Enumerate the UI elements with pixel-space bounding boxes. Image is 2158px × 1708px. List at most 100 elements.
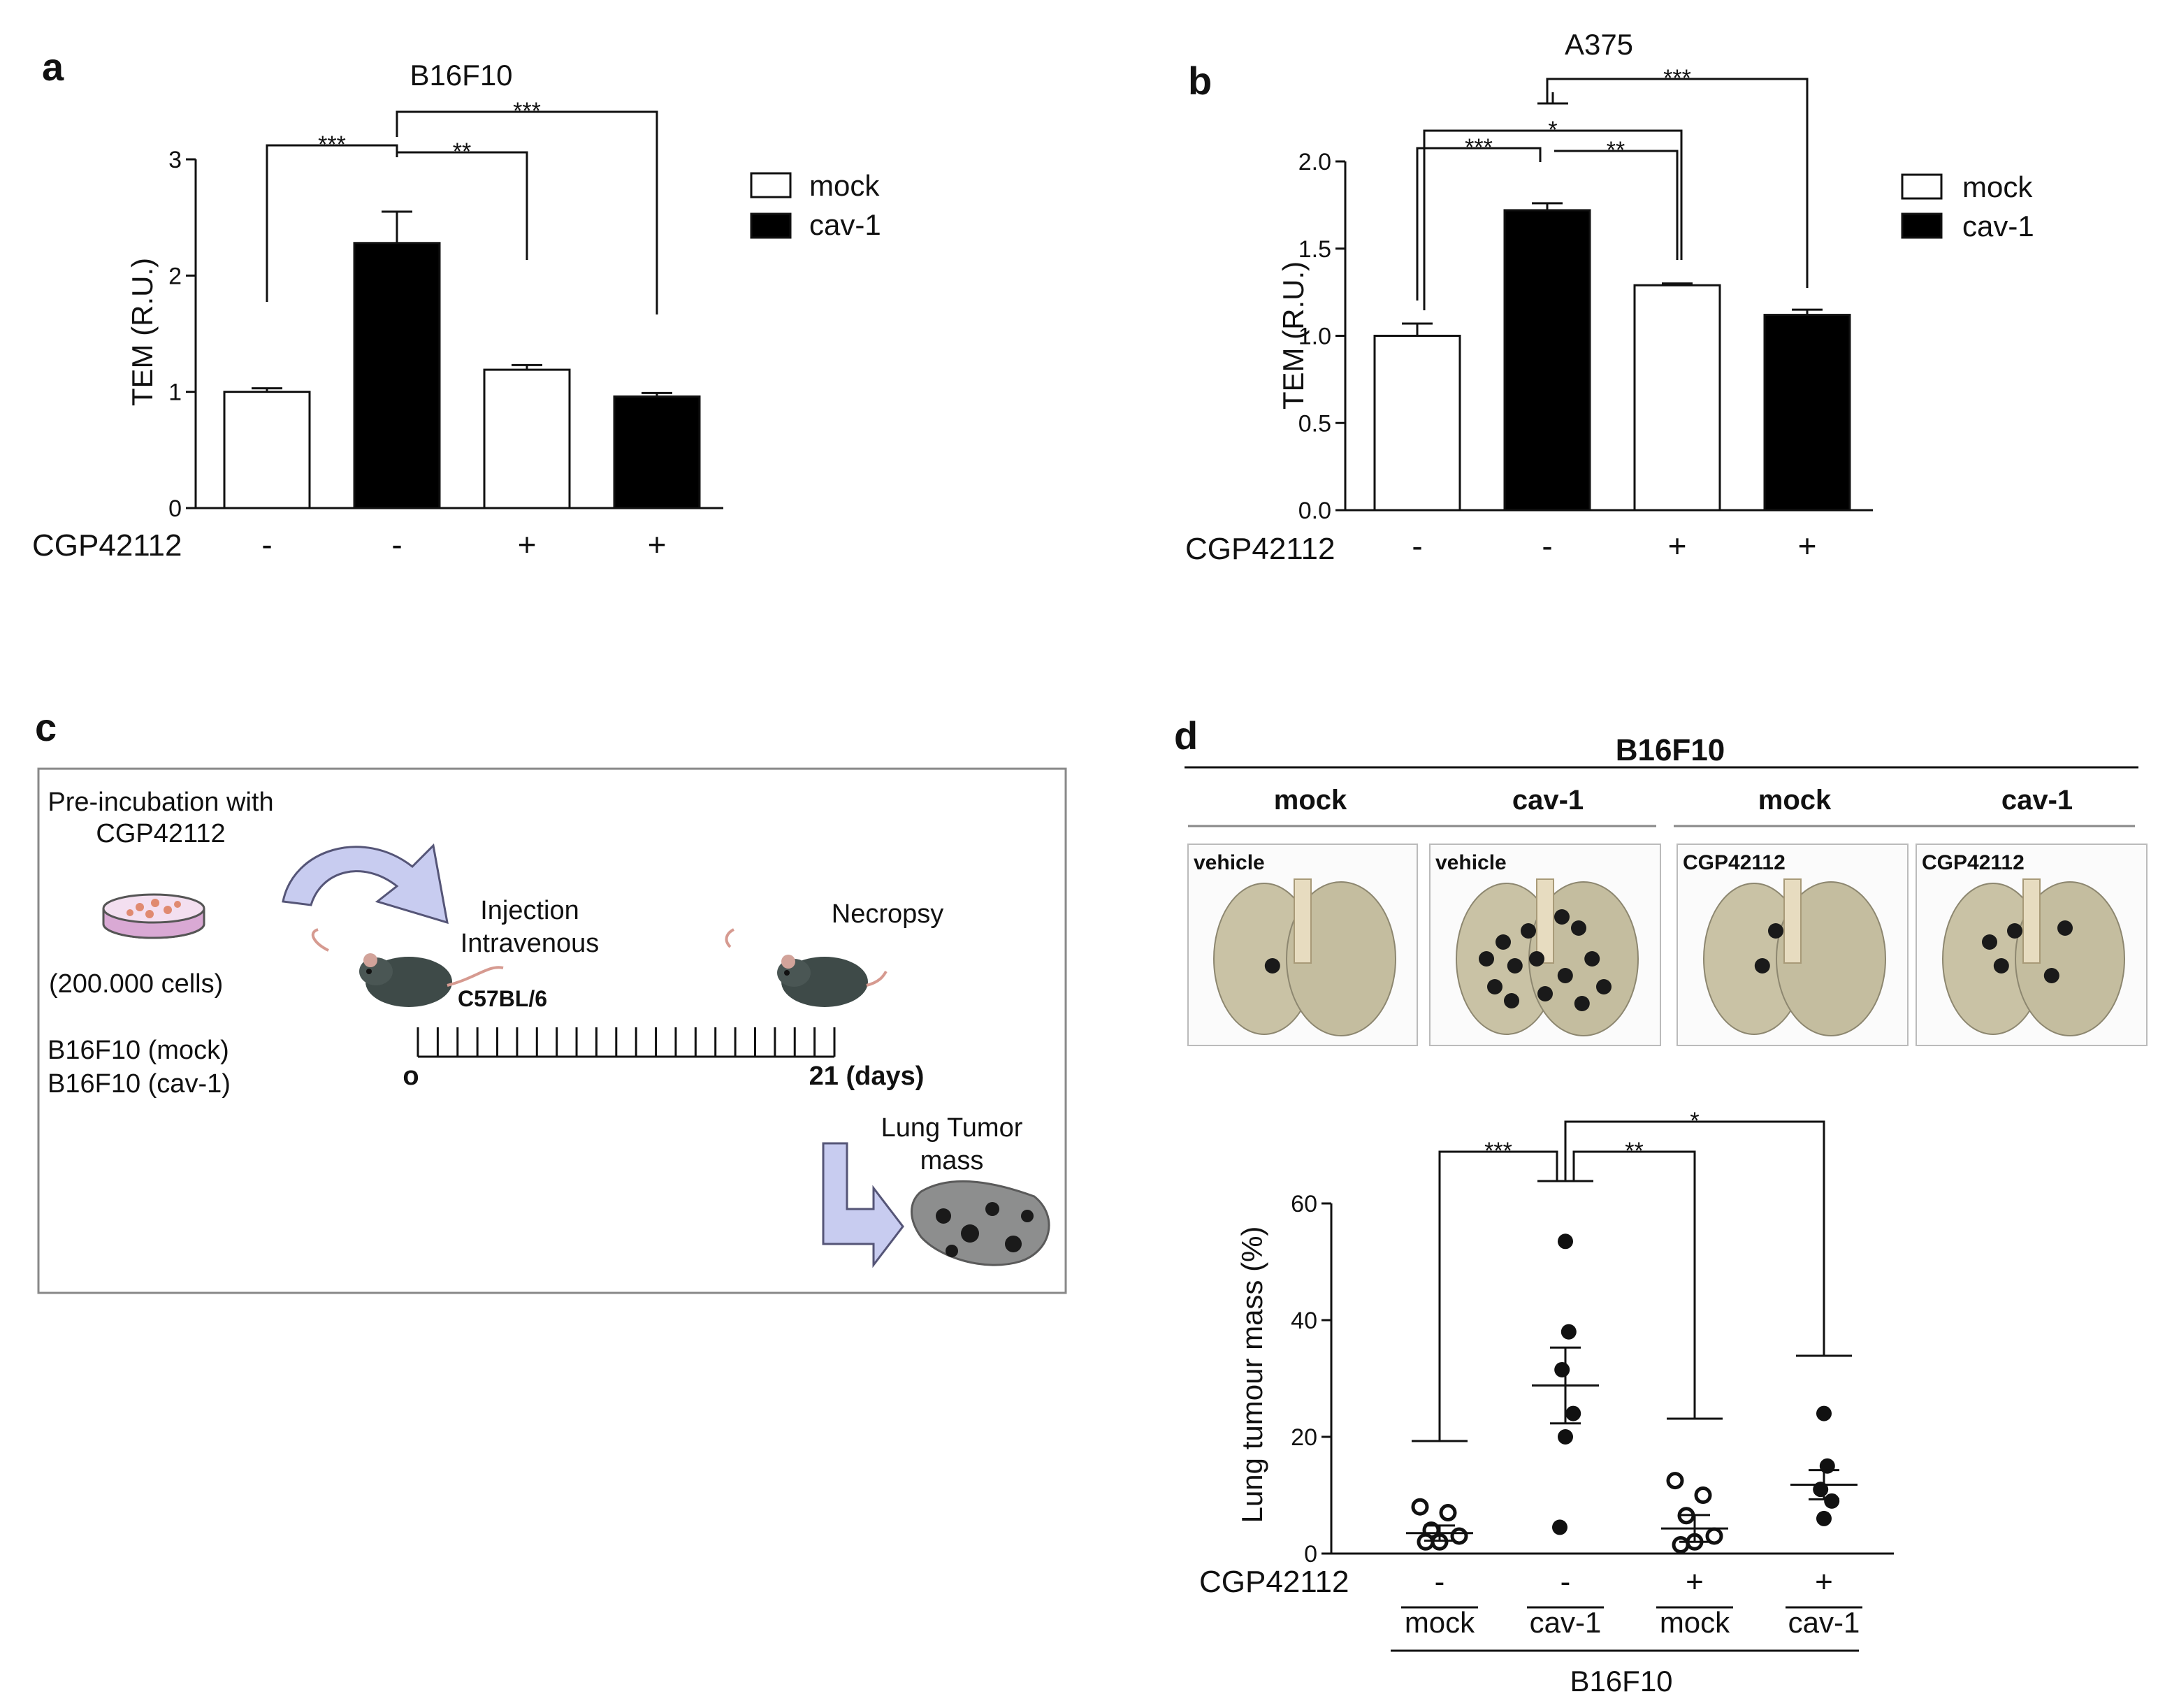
cell-count: (200.000 cells) xyxy=(49,969,223,999)
necropsy-label: Necropsy xyxy=(832,899,944,929)
bar-cav-1 xyxy=(1503,209,1591,512)
legend-a: mock cav-1 xyxy=(750,169,881,241)
cell-line-mock: B16F10 (mock) xyxy=(48,1036,229,1065)
legend-a-mock-swatch xyxy=(750,172,792,198)
metastasis-spot xyxy=(1496,934,1511,950)
metastasis-spot xyxy=(1507,958,1523,974)
panel-c-frame xyxy=(37,767,1067,1294)
legend-b-cav-swatch xyxy=(1901,212,1943,239)
lung-photo-row: vehicle vehicle CGP42112 CGP42112 xyxy=(1187,844,2148,1046)
error-bar xyxy=(1532,202,1563,210)
bar-mock xyxy=(223,391,311,509)
treatment-mark: + xyxy=(1798,528,1817,564)
lung-right-lobe xyxy=(2015,881,2125,1036)
mean-sem-bar xyxy=(1406,1524,1473,1542)
curved-arrow-icon xyxy=(282,843,449,925)
bar-cav-1 xyxy=(353,242,441,509)
significance-2-bracket xyxy=(1564,1120,1825,1356)
metastasis-spot xyxy=(1264,958,1280,974)
data-point-cav-1 xyxy=(1816,1405,1832,1421)
treatment-mark: - xyxy=(1412,528,1422,564)
significance-0-stars: *** xyxy=(318,131,346,158)
chart-a: B16F10 TEM (R.U.) CGP42112 - - + + *** *****… xyxy=(32,59,723,563)
significance-3-bracket xyxy=(1546,78,1809,288)
chart-b-marks xyxy=(1373,202,1851,512)
y-tick-label: 2.0 xyxy=(1298,149,1331,175)
metastasis-spot xyxy=(1574,996,1590,1011)
metastasis-spot xyxy=(2057,920,2073,936)
metastasis-spot xyxy=(1529,951,1544,967)
outcome-line-2: mass xyxy=(920,1146,984,1175)
trachea xyxy=(1536,878,1554,964)
y-tick-label: 40 xyxy=(1291,1308,1317,1334)
petri-dish-icon xyxy=(102,893,205,939)
panel-label-d: d xyxy=(1174,714,1198,758)
outcome-line-1: Lung Tumor xyxy=(881,1113,1023,1143)
data-point-mock xyxy=(1666,1472,1684,1490)
significance-0-stars: *** xyxy=(1465,134,1493,161)
injection-line-2: Intravenous xyxy=(461,929,600,958)
treatment-mark: - xyxy=(1560,1565,1571,1599)
panel-label-c: c xyxy=(35,705,57,749)
y-tick-label: 0 xyxy=(168,495,182,522)
data-point-cav-1 xyxy=(1565,1405,1581,1421)
mean-sem-bar xyxy=(1661,1514,1728,1543)
y-tick-label: 1.5 xyxy=(1298,236,1331,263)
photo-group-label-3: cav-1 xyxy=(2001,785,2073,816)
legend-a-mock-label: mock xyxy=(809,169,880,202)
treatment-mark: - xyxy=(1435,1565,1445,1599)
treatment-mark: + xyxy=(648,526,667,563)
metastasis-spot xyxy=(1504,993,1519,1008)
data-point-cav-1 xyxy=(1554,1361,1570,1377)
lung-photo-caption: CGP42112 xyxy=(1683,851,1786,874)
significance-cap xyxy=(1537,92,1568,105)
metastasis-spot xyxy=(1554,909,1570,925)
metastasis-spot xyxy=(1557,968,1573,983)
category-label: cav-1 xyxy=(1530,1606,1602,1639)
treatment-mark: + xyxy=(518,526,537,563)
chart-d-ylabel: Lung tumour mass (%) xyxy=(1236,1226,1268,1524)
data-point-cav-1 xyxy=(1558,1233,1573,1250)
chart-b: A375 TEM (R.U.) CGP42112 - - + + ********* … xyxy=(1185,28,1873,566)
metastasis-spot xyxy=(1487,979,1502,994)
significance-1-bracket xyxy=(397,151,528,260)
y-tick-label: 0 xyxy=(1304,1541,1317,1568)
chart-b-treatment-row: - - + + xyxy=(1412,528,1816,564)
chart-d-treatment-row: - - + + xyxy=(1435,1565,1833,1599)
bar-cav-1 xyxy=(613,395,701,509)
metastasis-spot xyxy=(1584,951,1600,967)
mouse-icon xyxy=(311,928,504,1007)
chart-a-title: B16F10 xyxy=(410,59,512,92)
trachea xyxy=(1783,878,1802,964)
data-point-cav-1 xyxy=(1819,1458,1835,1474)
y-tick-label: 0.0 xyxy=(1298,498,1331,524)
y-tick-label: 1 xyxy=(168,379,182,406)
data-point-mock xyxy=(1672,1535,1690,1554)
category-label: mock xyxy=(1405,1606,1475,1639)
metastasis-spot xyxy=(1982,934,1997,950)
error-bar xyxy=(252,387,282,392)
day-start-label: o xyxy=(403,1062,419,1091)
chart-a-treatment-row: - - + + xyxy=(261,526,666,563)
chart-d-group-label: B16F10 xyxy=(1570,1665,1672,1698)
lung-right-lobe xyxy=(1776,881,1886,1036)
preincubation-line-1: Pre-incubation with xyxy=(48,788,273,817)
chart-b-significance: ********* xyxy=(1416,65,1809,310)
chart-d-marks xyxy=(1406,1233,1858,1554)
data-point-mock xyxy=(1694,1486,1712,1504)
legend-a-cav-swatch xyxy=(750,212,792,239)
significance-1-stars: * xyxy=(1548,117,1557,143)
significance-1-stars: ** xyxy=(1625,1138,1643,1164)
photos-title: B16F10 xyxy=(1616,733,1725,767)
metastasis-spot xyxy=(2043,968,2059,983)
treatment-mark: - xyxy=(1542,528,1552,564)
lung-photo-caption: vehicle xyxy=(1194,851,1265,874)
error-bar xyxy=(1402,322,1433,336)
injection-line-1: Injection xyxy=(480,896,579,925)
preincubation-line-2: CGP42112 xyxy=(96,819,225,848)
metastasis-spot xyxy=(1479,951,1494,967)
treatment-mark: + xyxy=(1686,1565,1704,1599)
chart-d-significance: *** *** xyxy=(1412,1108,1852,1442)
chart-d-axis: 0 20 40 60 xyxy=(1291,1191,1894,1568)
mean-sem-bar xyxy=(1532,1346,1599,1425)
